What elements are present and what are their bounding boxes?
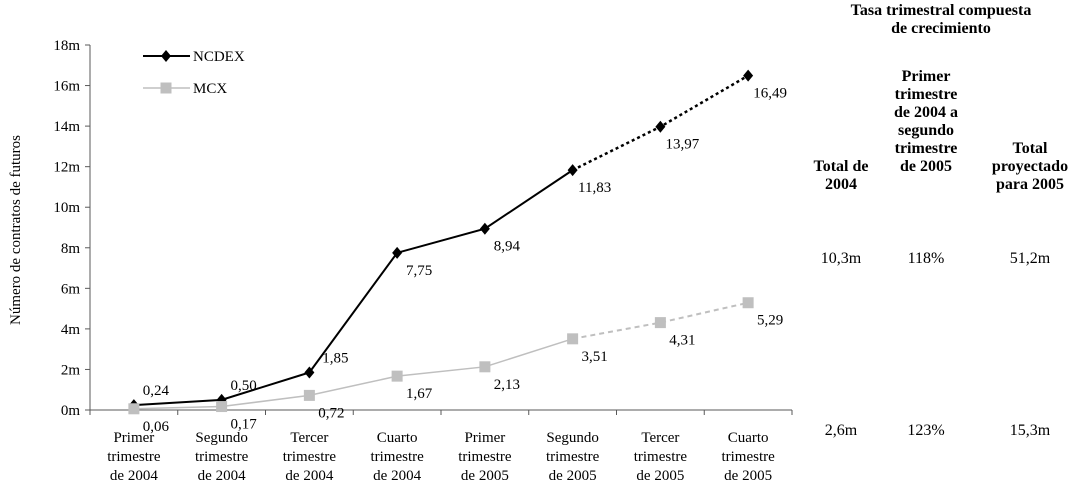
mcx-projected: 15,3m <box>1009 422 1051 439</box>
ncdex-point <box>304 366 315 379</box>
mcx-data-label: 0,06 <box>143 419 170 435</box>
mcx-total-2004: 2,6m <box>824 422 858 439</box>
ncdex-point <box>392 246 403 259</box>
mcx-point <box>567 333 579 345</box>
ncdex-line <box>133 169 574 407</box>
y-tick-label: 8m <box>61 241 81 257</box>
legend-label: MCX <box>193 81 227 97</box>
legend-item-ncdex: NCDEX <box>143 49 245 65</box>
ncdex-total-2004: 10,3m <box>820 250 862 267</box>
mcx-growth: 123% <box>907 422 945 439</box>
mcx-data-label: 0,17 <box>231 417 258 433</box>
ncdex-point <box>655 120 666 133</box>
ncdex-growth: 118% <box>907 250 945 267</box>
x-tick-label: Tercer trimestre de 2004 <box>283 430 337 484</box>
mcx-point <box>654 317 666 329</box>
mcx-point <box>479 361 491 373</box>
growth-table-title-line2: de crecimiento <box>891 20 991 37</box>
mcx-point <box>216 401 228 413</box>
y-tick-label: 12m <box>53 160 80 176</box>
x-tick-label: Cuarto trimestre de 2005 <box>721 430 775 484</box>
mcx-projected-line <box>572 301 749 340</box>
mcx-data-label: 4,31 <box>669 333 695 349</box>
y-tick-label: 6m <box>61 281 81 297</box>
mcx-point <box>391 370 403 382</box>
legend: NCDEX MCX <box>143 49 245 97</box>
ncdex-data-label: 11,83 <box>578 180 611 196</box>
ncdex-data-label: 7,75 <box>406 263 432 279</box>
x-tick-label: Cuarto trimestre de 2004 <box>370 430 424 484</box>
x-tick-label: Segundo trimestre de 2004 <box>195 430 249 484</box>
ncdex-data-label: 8,94 <box>494 239 521 255</box>
x-axis: Primer trimestre de 2004 Segundo trimestre de… <box>89 409 793 484</box>
y-axis-label: Número de contratos de futuros <box>8 135 24 325</box>
x-tick-label: Tercer trimestre de 2005 <box>634 430 688 484</box>
ncdex-data-label: 13,97 <box>666 137 700 153</box>
mcx-data-label: 5,29 <box>757 313 783 329</box>
ncdex-data-label: 1,85 <box>322 350 348 366</box>
line-chart: 0m 2m 4m 6m 8m 10m 12m 14m 16m 18m Primer trimestr… <box>8 38 793 484</box>
series-ncdex: 0,24 0,50 1,85 7,75 8,94 11,83 13,97 16,49 <box>128 69 787 412</box>
growth-table-title: Tasa trimestral compuesta de crecimiento <box>806 2 1076 38</box>
legend-marker <box>161 50 171 62</box>
header-total-2004: Total de 2004 <box>813 158 869 193</box>
ncdex-point <box>479 222 490 235</box>
y-tick-label: 16m <box>53 79 80 95</box>
series-mcx: 0,06 0,17 0,72 1,67 2,13 3,51 4,31 5,29 <box>128 297 783 435</box>
ncdex-projected: 51,2m <box>1009 250 1051 267</box>
mcx-point <box>742 297 754 309</box>
x-tick-label: Primer trimestre de 2005 <box>458 430 512 484</box>
ncdex-point <box>743 69 754 82</box>
y-tick-label: 0m <box>61 403 81 419</box>
y-tick-label: 14m <box>53 119 80 135</box>
ncdex-data-label: 16,49 <box>753 86 787 102</box>
mcx-line <box>133 338 573 410</box>
ncdex-data-label: 0,24 <box>143 383 170 399</box>
growth-table-title-line1: Tasa trimestral compuesta <box>850 2 1032 19</box>
y-tick-label: 10m <box>53 200 80 216</box>
y-axis: 0m 2m 4m 6m 8m 10m 12m 14m 16m 18m <box>53 38 91 419</box>
legend-label: NCDEX <box>193 49 245 65</box>
ncdex-data-label: 0,50 <box>231 378 257 394</box>
mcx-data-label: 3,51 <box>582 349 608 365</box>
legend-item-mcx: MCX <box>143 81 227 97</box>
y-tick-label: 2m <box>61 362 81 378</box>
y-tick-label: 4m <box>61 322 81 338</box>
mcx-data-label: 2,13 <box>494 377 520 393</box>
mcx-data-label: 0,72 <box>318 405 344 421</box>
y-tick-label: 18m <box>53 38 80 54</box>
mcx-point <box>128 403 140 415</box>
mcx-data-label: 1,67 <box>406 386 433 402</box>
ncdex-point <box>567 164 578 177</box>
header-projected-2005: Total proyectado para 2005 <box>991 140 1069 193</box>
mcx-point <box>303 389 315 401</box>
x-tick-label: Primer trimestre de 2004 <box>107 430 161 484</box>
legend-marker <box>160 82 172 94</box>
x-tick-label: Segundo trimestre de 2005 <box>546 430 600 484</box>
header-growth-period: Primer trimestre de 2004 a segundo trime… <box>894 68 958 175</box>
